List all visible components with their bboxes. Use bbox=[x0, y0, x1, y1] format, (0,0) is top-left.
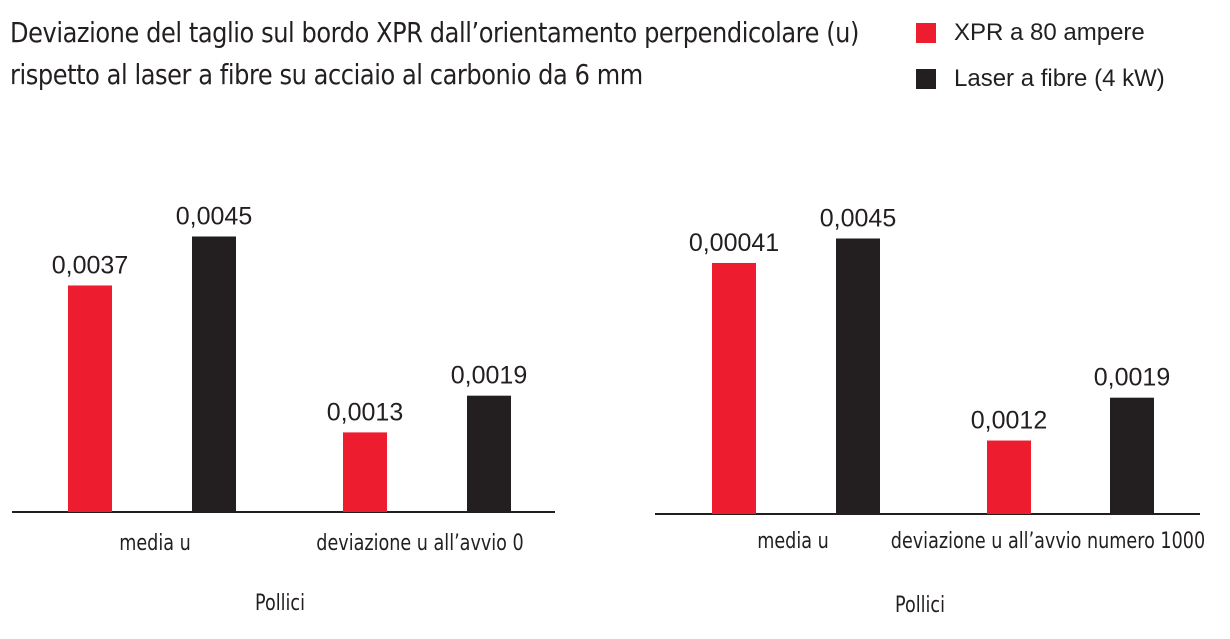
x-axis-label: Pollici bbox=[255, 590, 305, 615]
category-label: media u bbox=[119, 530, 191, 555]
legend-item-laser: Laser a fibre (4 kW) bbox=[916, 56, 1165, 102]
bar bbox=[1110, 397, 1154, 514]
data-label: 0,0012 bbox=[971, 407, 1047, 435]
data-label: 0,0019 bbox=[1094, 364, 1170, 392]
bar bbox=[987, 440, 1031, 514]
data-label: 0,0037 bbox=[52, 251, 128, 279]
data-label: 0,00041 bbox=[689, 229, 779, 257]
legend: XPR a 80 ampere Laser a fibre (4 kW) bbox=[916, 10, 1165, 102]
bar bbox=[467, 395, 511, 512]
bar bbox=[712, 262, 756, 514]
legend-item-xpr: XPR a 80 ampere bbox=[916, 10, 1165, 56]
data-label: 0,0045 bbox=[176, 202, 252, 230]
x-axis-label: Pollici bbox=[895, 592, 945, 617]
title-line-1: Deviazione del taglio sul bordo XPR dall… bbox=[10, 16, 859, 49]
category-label: deviazione u all’avvio numero 1000 bbox=[891, 528, 1205, 553]
bar bbox=[343, 432, 387, 512]
title-line-2: rispetto al laser a fibre su acciaio al … bbox=[10, 58, 643, 91]
legend-swatch-xpr bbox=[916, 23, 936, 43]
chart-title: Deviazione del taglio sul bordo XPR dall… bbox=[10, 12, 859, 96]
data-label: 0,0045 bbox=[820, 204, 896, 232]
bar bbox=[836, 238, 880, 514]
legend-swatch-laser bbox=[916, 69, 936, 89]
legend-label-xpr: XPR a 80 ampere bbox=[954, 19, 1145, 46]
bar bbox=[192, 236, 236, 512]
bar bbox=[68, 285, 112, 512]
category-label: deviazione u all’avvio 0 bbox=[316, 530, 523, 555]
data-label: 0,0013 bbox=[327, 398, 403, 426]
legend-label-laser: Laser a fibre (4 kW) bbox=[954, 65, 1165, 92]
data-label: 0,0019 bbox=[451, 362, 527, 390]
category-label: media u bbox=[757, 528, 829, 553]
